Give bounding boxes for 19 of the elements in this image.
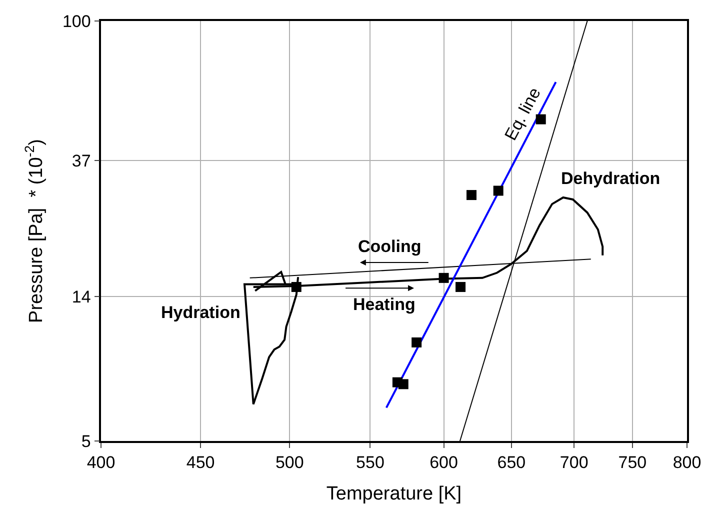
annotation: Dehydration [561, 169, 660, 188]
x-tick-label: 400 [86, 453, 116, 472]
x-tick-label: 700 [560, 453, 588, 472]
x-tick-label: 450 [186, 453, 215, 472]
x-tick-label: 650 [497, 453, 526, 472]
x-tick-label: 550 [356, 453, 384, 472]
y-tick-label: 37 [72, 151, 91, 170]
x-tick-label: 750 [618, 453, 647, 472]
x-tick-label: 500 [275, 453, 304, 472]
annotation: Heating [353, 295, 416, 314]
y-tick-label: 5 [81, 432, 91, 451]
y-tick-label: 100 [62, 12, 91, 31]
x-axis-title: Temperature [K] [326, 483, 462, 504]
x-tick-label: 600 [430, 453, 458, 472]
annotation: Hydration [161, 303, 240, 322]
y-tick-label: 14 [72, 288, 91, 307]
annotation: Eq. line [501, 84, 544, 144]
annotation: Cooling [358, 237, 422, 256]
x-tick-label: 800 [672, 453, 702, 472]
